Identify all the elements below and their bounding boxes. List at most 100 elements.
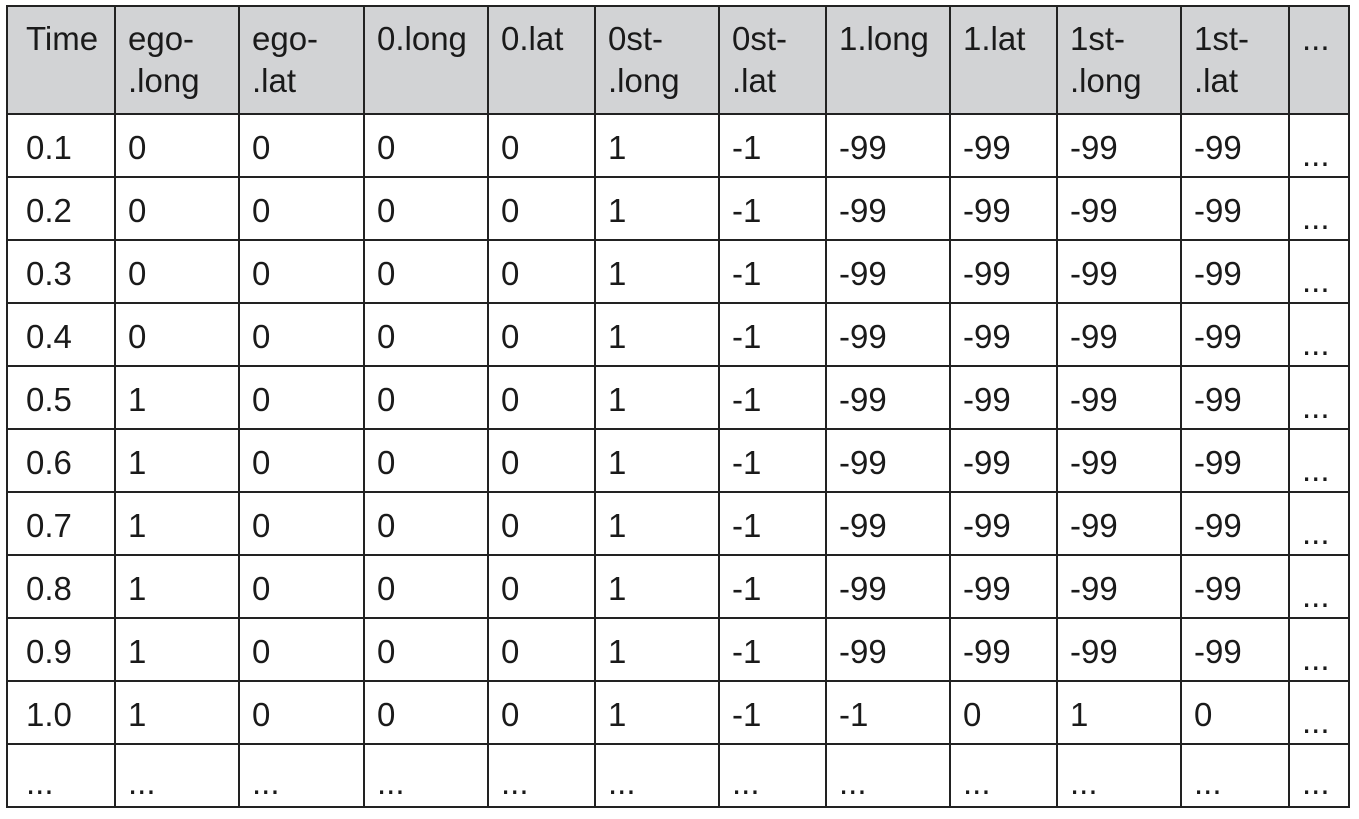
column-header: 1.long xyxy=(825,5,951,115)
table-cell: ... xyxy=(238,743,365,808)
table-cell: 0 xyxy=(487,302,596,367)
table-cell: 0.3 xyxy=(6,239,116,304)
table-cell: 0 xyxy=(238,176,365,241)
table-row: 0.5 1 0 0 0 1 -1 -99 -99 -99 -99... xyxy=(6,365,1350,430)
table-header: Time ego- .long ego- .lat 0.long 0.lat 0st- .… xyxy=(6,5,1350,115)
table-cell: ... xyxy=(1180,743,1290,808)
table-cell: 0 xyxy=(238,491,365,556)
table-cell: -1 xyxy=(718,428,827,493)
table-row: 0.7 1 0 0 0 1 -1 -99 -99 -99 -99... xyxy=(6,491,1350,556)
table-row: 0.2 0 0 0 0 1 -1 -99 -99 -99 -99... xyxy=(6,176,1350,241)
table-cell: -99 xyxy=(1180,113,1290,178)
table-row: 0.9 1 0 0 0 1 -1 -99 -99 -99 -99... xyxy=(6,617,1350,682)
table-cell: ... xyxy=(114,743,240,808)
table-cell: -1 xyxy=(718,617,827,682)
table-cell: 0 xyxy=(363,554,489,619)
table-cell: 0 xyxy=(114,302,240,367)
table-cell: 0 xyxy=(238,113,365,178)
table-cell: 1.0 xyxy=(6,680,116,745)
table-cell: 1 xyxy=(114,680,240,745)
table-cell: -1 xyxy=(718,239,827,304)
table-cell: ... xyxy=(1288,428,1350,493)
table-cell: -99 xyxy=(825,554,951,619)
table-cell: -99 xyxy=(949,365,1058,430)
column-header: 0st- .long xyxy=(594,5,720,115)
table-cell: 0.1 xyxy=(6,113,116,178)
table-cell: -99 xyxy=(1056,365,1182,430)
table-cell: 0 xyxy=(487,239,596,304)
table-cell: 1 xyxy=(114,365,240,430)
table-cell: 1 xyxy=(594,491,720,556)
table-cell: -99 xyxy=(1056,176,1182,241)
column-header: 1st- .long xyxy=(1056,5,1182,115)
table-cell: -99 xyxy=(949,617,1058,682)
table-cell: -99 xyxy=(949,302,1058,367)
table-cell: 0 xyxy=(487,113,596,178)
table-cell: ... xyxy=(363,743,489,808)
table-cell: -99 xyxy=(1180,554,1290,619)
table-cell: -99 xyxy=(825,491,951,556)
table-cell: -99 xyxy=(1180,617,1290,682)
table-cell: 1 xyxy=(1056,680,1182,745)
table-cell: -99 xyxy=(1056,554,1182,619)
table-cell: 0 xyxy=(487,617,596,682)
table-cell: -99 xyxy=(1056,113,1182,178)
table-cell: 0 xyxy=(363,176,489,241)
table-cell: 1 xyxy=(594,176,720,241)
table-cell: -99 xyxy=(1056,491,1182,556)
table-cell: -1 xyxy=(825,680,951,745)
table-cell: ... xyxy=(6,743,116,808)
table-cell: 0 xyxy=(487,554,596,619)
table-cell: 0 xyxy=(363,491,489,556)
table-cell: 1 xyxy=(594,680,720,745)
table-cell: 1 xyxy=(594,302,720,367)
header-row: Time ego- .long ego- .lat 0.long 0.lat 0st- .… xyxy=(6,5,1350,115)
column-header: ego- .long xyxy=(114,5,240,115)
table-cell: 0 xyxy=(487,680,596,745)
table-cell: 0 xyxy=(487,176,596,241)
table-cell: -99 xyxy=(1056,239,1182,304)
table-cell: -1 xyxy=(718,302,827,367)
table-cell: -1 xyxy=(718,680,827,745)
table-cell: 0 xyxy=(1180,680,1290,745)
column-header: 0.lat xyxy=(487,5,596,115)
table-cell: 0.8 xyxy=(6,554,116,619)
table-row: .................................... xyxy=(6,743,1350,808)
table-cell: ... xyxy=(1288,554,1350,619)
table-cell: 0.2 xyxy=(6,176,116,241)
table-cell: 1 xyxy=(594,239,720,304)
table-cell: 0 xyxy=(238,302,365,367)
table-cell: -99 xyxy=(1056,428,1182,493)
data-table: Time ego- .long ego- .lat 0.long 0.lat 0st- .… xyxy=(6,5,1350,808)
table-cell: ... xyxy=(1288,617,1350,682)
table-cell: -99 xyxy=(1180,176,1290,241)
table-cell: 0 xyxy=(363,428,489,493)
table-cell: 0.5 xyxy=(6,365,116,430)
table-cell: -99 xyxy=(825,176,951,241)
table-cell: ... xyxy=(1288,743,1350,808)
table-cell: 0 xyxy=(238,617,365,682)
table-cell: ... xyxy=(1288,239,1350,304)
table-cell: 1 xyxy=(594,365,720,430)
table-cell: -99 xyxy=(825,113,951,178)
column-header: 1st- .lat xyxy=(1180,5,1290,115)
table-cell: -99 xyxy=(949,428,1058,493)
table-cell: -99 xyxy=(825,239,951,304)
table-cell: 1 xyxy=(114,428,240,493)
table-cell: -99 xyxy=(825,428,951,493)
table-cell: 0 xyxy=(114,239,240,304)
table-cell: 0.6 xyxy=(6,428,116,493)
table-cell: 0.4 xyxy=(6,302,116,367)
table-cell: 0 xyxy=(238,554,365,619)
table-cell: ... xyxy=(1288,113,1350,178)
column-header: ... xyxy=(1288,5,1350,115)
table-cell: 1 xyxy=(114,491,240,556)
table-cell: ... xyxy=(1288,680,1350,745)
table-cell: 1 xyxy=(594,554,720,619)
table-cell: 0 xyxy=(363,617,489,682)
table-cell: ... xyxy=(1288,491,1350,556)
table-cell: 0 xyxy=(363,680,489,745)
table-cell: 0 xyxy=(363,113,489,178)
table-cell: -1 xyxy=(718,554,827,619)
table-cell: ... xyxy=(718,743,827,808)
